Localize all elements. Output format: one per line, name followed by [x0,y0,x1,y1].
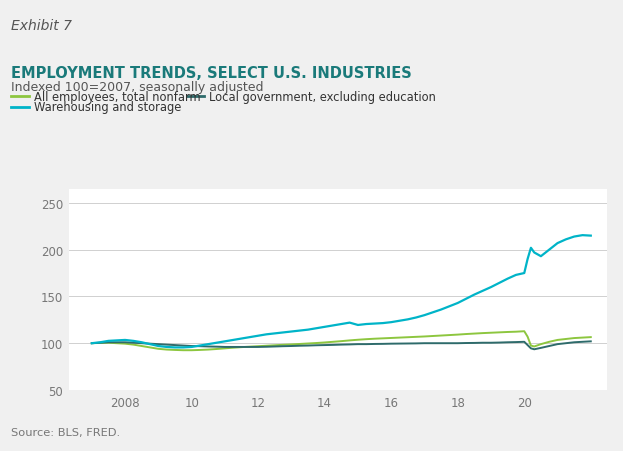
Text: All employees, total nonfarm: All employees, total nonfarm [34,91,200,103]
Text: Exhibit 7: Exhibit 7 [11,19,72,33]
Text: Indexed 100=2007, seasonally adjusted: Indexed 100=2007, seasonally adjusted [11,81,264,94]
Text: Source: BLS, FRED.: Source: BLS, FRED. [11,428,120,437]
Text: Warehousing and storage: Warehousing and storage [34,101,181,114]
Text: EMPLOYMENT TRENDS, SELECT U.S. INDUSTRIES: EMPLOYMENT TRENDS, SELECT U.S. INDUSTRIE… [11,66,412,81]
Text: Local government, excluding education: Local government, excluding education [209,91,436,103]
